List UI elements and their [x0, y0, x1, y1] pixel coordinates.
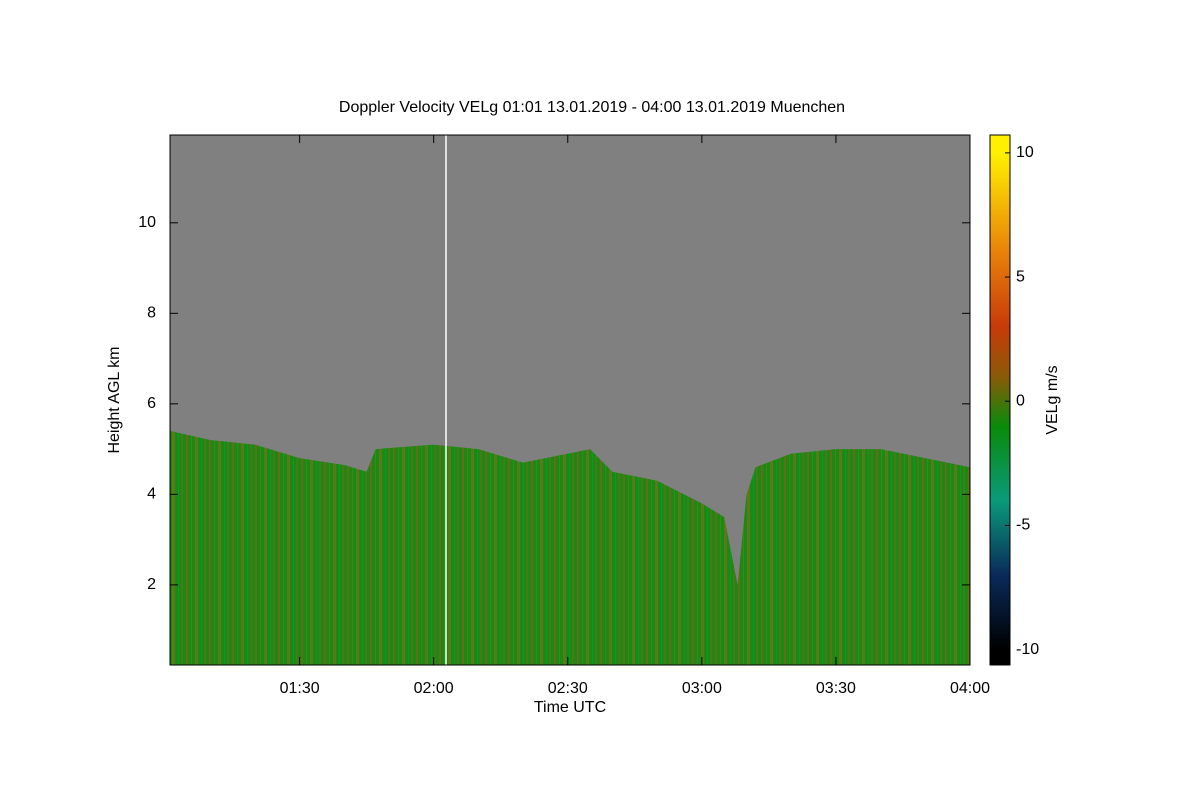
cloud-area — [170, 431, 970, 665]
colorbar — [989, 134, 1011, 666]
x-tick-label: 02:30 — [548, 680, 588, 697]
x-axis-label: Time UTC — [534, 699, 606, 716]
y-tick-label: 4 — [147, 486, 156, 503]
colorbar-tick-label: -5 — [1016, 517, 1030, 534]
x-tick-label: 03:30 — [816, 680, 856, 697]
colorbar-tick-label: 5 — [1016, 268, 1025, 285]
colorbar-tick-label: 0 — [1016, 392, 1025, 409]
chart-title: Doppler Velocity VELg 01:01 13.01.2019 -… — [339, 99, 845, 116]
colorbar-tick-label: 10 — [1016, 144, 1034, 161]
colorbar-tick-label: -10 — [1016, 641, 1039, 658]
y-axis-label: Height AGL km — [106, 346, 123, 453]
x-tick-label: 02:00 — [414, 680, 454, 697]
y-tick-label: 10 — [138, 214, 156, 231]
x-tick-label: 01:30 — [280, 680, 320, 697]
x-tick-label: 04:00 — [950, 680, 990, 697]
y-tick-label: 2 — [147, 576, 156, 593]
colorbar-label: VELg m/s — [1044, 365, 1061, 434]
x-tick-label: 03:00 — [682, 680, 722, 697]
y-tick-label: 8 — [147, 305, 156, 322]
y-tick-label: 6 — [147, 395, 156, 412]
plot-frame — [169, 134, 971, 666]
